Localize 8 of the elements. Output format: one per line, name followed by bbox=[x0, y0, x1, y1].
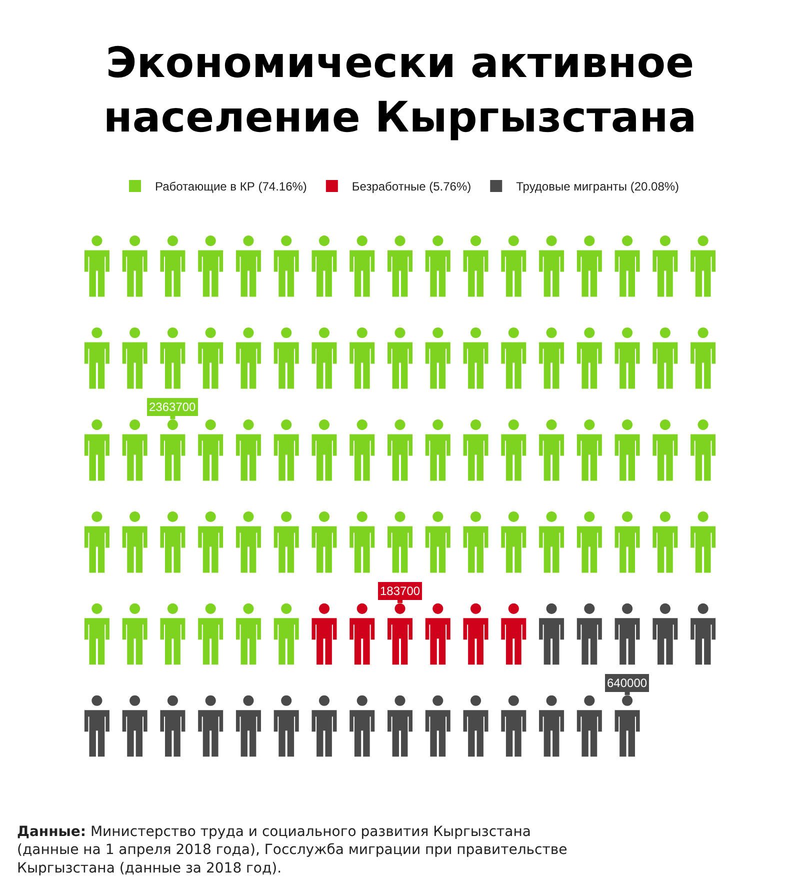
data-label: 640000 bbox=[607, 676, 648, 690]
category-label: Безработные (5.76%) bbox=[352, 180, 472, 194]
data-label: 183700 bbox=[380, 584, 420, 598]
text: Данные: Министерство труда и социального развития Кыргызстана (данные на 1 апреля 2018 года), Госслужба миграции при правительстве Кыргызстана (данные за 2018 год). bbox=[17, 824, 568, 876]
category-label: Трудовые мигранты (20.08%) bbox=[516, 180, 680, 194]
category-label: Работающие в КР (74.16%) bbox=[155, 180, 307, 194]
data-label: 2363700 bbox=[149, 400, 196, 414]
text: Экономически активное население Кыргызстана bbox=[103, 38, 697, 142]
